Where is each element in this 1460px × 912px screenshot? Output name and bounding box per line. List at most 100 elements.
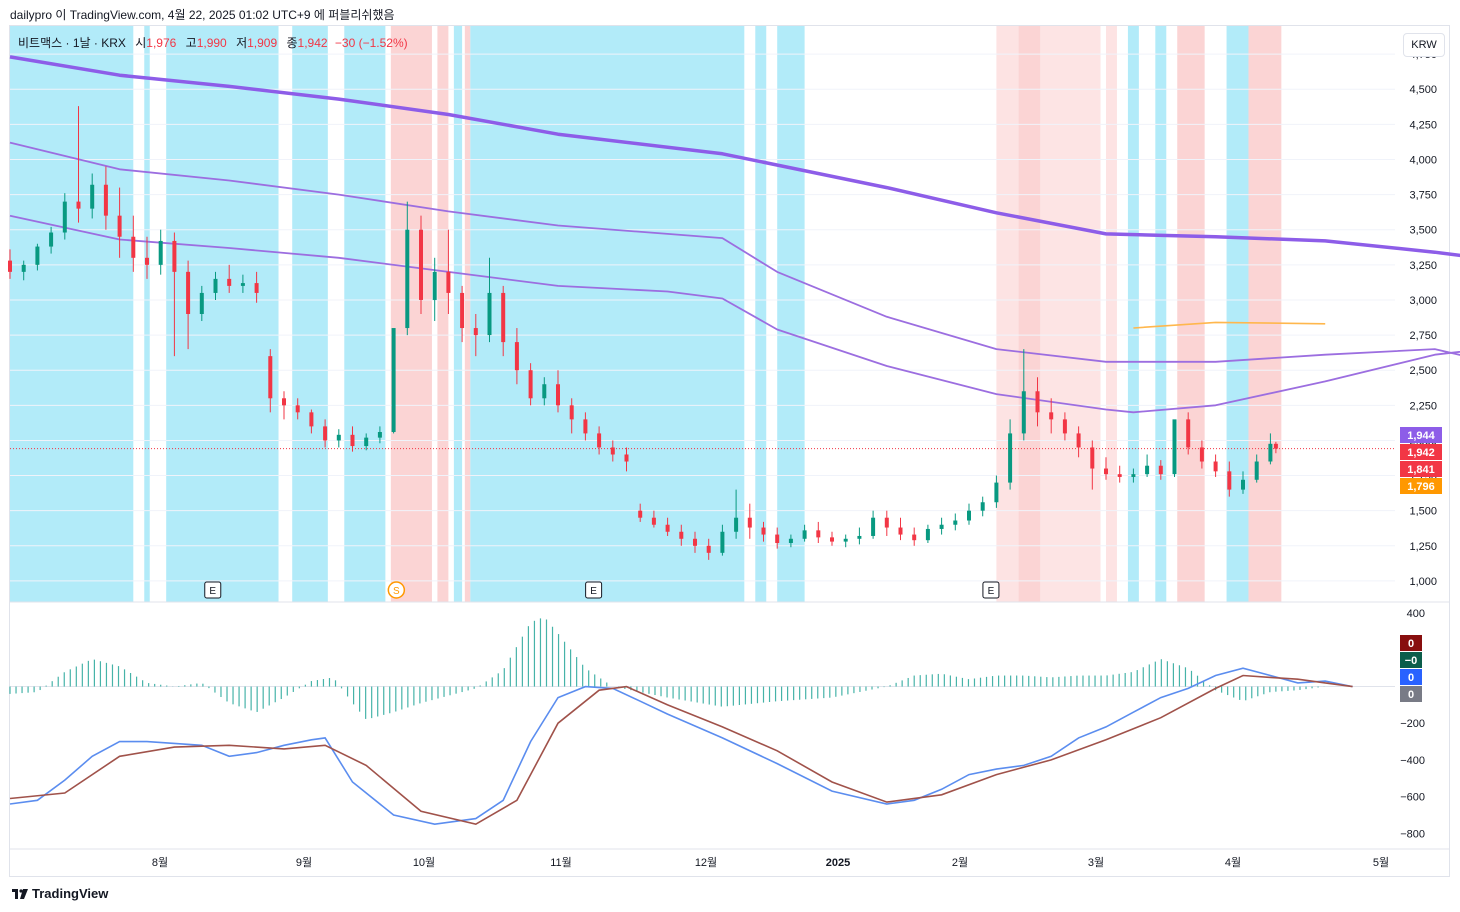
candle-body[interactable] bbox=[405, 229, 410, 329]
candle-body[interactable] bbox=[651, 517, 656, 525]
split-marker[interactable] bbox=[387, 581, 406, 599]
candle-body[interactable] bbox=[1090, 447, 1095, 469]
candle-body[interactable] bbox=[857, 535, 862, 539]
candle-body[interactable] bbox=[980, 502, 985, 511]
candle-body[interactable] bbox=[542, 384, 547, 399]
candle-body[interactable] bbox=[1186, 419, 1191, 448]
candle-body[interactable] bbox=[145, 257, 149, 265]
candle-body[interactable] bbox=[898, 527, 903, 535]
candle-body[interactable] bbox=[884, 517, 889, 528]
candle-body[interactable] bbox=[843, 538, 848, 542]
candle-body[interactable] bbox=[282, 398, 286, 406]
candle-body[interactable] bbox=[624, 454, 629, 462]
candle-body[interactable] bbox=[720, 531, 725, 553]
candle-body[interactable] bbox=[734, 517, 739, 532]
candle-body[interactable] bbox=[1241, 479, 1245, 490]
candle-body[interactable] bbox=[1172, 419, 1177, 475]
candle-body[interactable] bbox=[1008, 433, 1013, 483]
candle-body[interactable] bbox=[925, 528, 930, 541]
candle-body[interactable] bbox=[473, 328, 478, 336]
candle-body[interactable] bbox=[21, 264, 26, 272]
candle-body[interactable] bbox=[295, 405, 300, 413]
candle-body[interactable] bbox=[912, 534, 917, 541]
candle-body[interactable] bbox=[1021, 391, 1026, 434]
candle-body[interactable] bbox=[419, 229, 423, 300]
candle-body[interactable] bbox=[487, 292, 492, 336]
candle-body[interactable] bbox=[569, 405, 574, 420]
candle-body[interactable] bbox=[953, 520, 958, 525]
candle-body[interactable] bbox=[514, 342, 519, 371]
candle-body[interactable] bbox=[747, 517, 752, 528]
candle-body[interactable] bbox=[693, 538, 697, 546]
candle-body[interactable] bbox=[268, 356, 273, 399]
candle-body[interactable] bbox=[240, 283, 245, 286]
candle-body[interactable] bbox=[1158, 465, 1163, 475]
candle-body[interactable] bbox=[103, 184, 108, 216]
candle-body[interactable] bbox=[213, 278, 218, 293]
candle-body[interactable] bbox=[254, 283, 259, 293]
candle-body[interactable] bbox=[1227, 471, 1232, 490]
candle-body[interactable] bbox=[432, 271, 437, 300]
candle-body[interactable] bbox=[131, 236, 136, 258]
candle-body[interactable] bbox=[556, 384, 560, 406]
candle-body[interactable] bbox=[460, 292, 465, 329]
candle-body[interactable] bbox=[816, 530, 821, 538]
candle-body[interactable] bbox=[830, 537, 834, 542]
candle-body[interactable] bbox=[1273, 443, 1278, 449]
candle-body[interactable] bbox=[49, 232, 54, 247]
earnings-marker[interactable] bbox=[204, 581, 222, 599]
candle-body[interactable] bbox=[1035, 391, 1040, 413]
earnings-marker[interactable] bbox=[982, 581, 1000, 599]
candle-body[interactable] bbox=[1062, 419, 1067, 434]
earnings-marker[interactable] bbox=[585, 581, 603, 599]
candle-body[interactable] bbox=[583, 419, 588, 434]
candle-body[interactable] bbox=[501, 292, 506, 343]
candle-body[interactable] bbox=[1076, 433, 1081, 448]
candle-body[interactable] bbox=[350, 434, 355, 447]
candle-body[interactable] bbox=[1268, 443, 1273, 462]
candle-body[interactable] bbox=[802, 530, 807, 539]
candle-body[interactable] bbox=[172, 240, 177, 272]
candle-body[interactable] bbox=[1213, 461, 1218, 472]
candle-body[interactable] bbox=[665, 524, 670, 532]
candle-body[interactable] bbox=[336, 434, 341, 441]
tradingview-logo[interactable]: TradingView bbox=[12, 886, 108, 901]
candle-body[interactable] bbox=[364, 437, 369, 447]
candle-body[interactable] bbox=[610, 447, 615, 455]
candle-body[interactable] bbox=[1199, 447, 1204, 462]
candle-body[interactable] bbox=[309, 412, 314, 427]
candle-body[interactable] bbox=[446, 271, 451, 293]
candle-body[interactable] bbox=[638, 510, 643, 518]
candle-body[interactable] bbox=[1104, 468, 1108, 475]
candle-body[interactable] bbox=[199, 292, 204, 314]
candle-body[interactable] bbox=[1131, 474, 1136, 477]
candle-body[interactable] bbox=[1254, 461, 1259, 480]
candle-body[interactable] bbox=[528, 370, 533, 399]
candle-body[interactable] bbox=[967, 510, 971, 521]
candle-body[interactable] bbox=[186, 271, 191, 314]
candle-body[interactable] bbox=[775, 534, 780, 543]
candle-body[interactable] bbox=[706, 545, 711, 553]
candle-body[interactable] bbox=[939, 524, 944, 529]
candle-body[interactable] bbox=[871, 517, 876, 536]
candle-body[interactable] bbox=[788, 538, 793, 543]
candle-body[interactable] bbox=[994, 482, 999, 503]
candle-body[interactable] bbox=[90, 184, 95, 209]
candle-body[interactable] bbox=[8, 260, 12, 272]
candle-body[interactable] bbox=[1117, 474, 1122, 477]
candle-body[interactable] bbox=[227, 278, 232, 286]
candle-body[interactable] bbox=[323, 426, 328, 441]
candle-body[interactable] bbox=[679, 531, 684, 539]
candle-body[interactable] bbox=[117, 215, 122, 237]
candle-body[interactable] bbox=[62, 201, 67, 233]
currency-button[interactable]: KRW bbox=[1403, 33, 1445, 57]
candle-body[interactable] bbox=[597, 433, 602, 448]
candle-body[interactable] bbox=[158, 240, 163, 265]
candle-body[interactable] bbox=[1049, 412, 1054, 420]
candle-body[interactable] bbox=[35, 246, 40, 265]
candle-body[interactable] bbox=[391, 328, 396, 433]
candle-body[interactable] bbox=[377, 432, 382, 438]
candle-body[interactable] bbox=[76, 201, 81, 209]
candle-body[interactable] bbox=[761, 527, 766, 535]
